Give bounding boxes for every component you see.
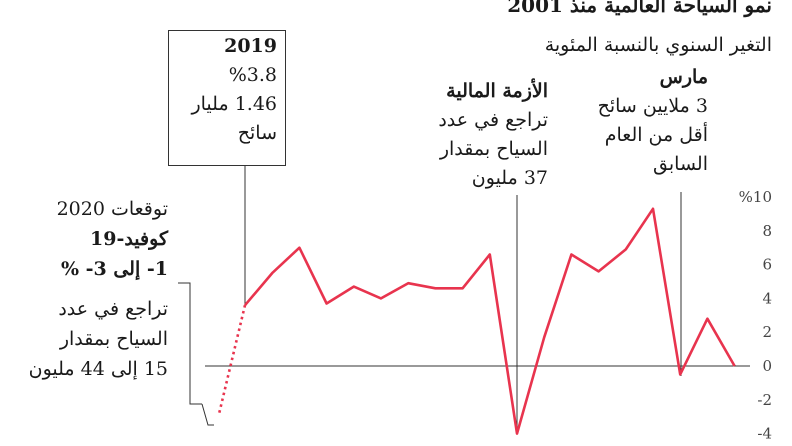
annotation-march-title: مارس — [659, 66, 708, 88]
forecast-bracket — [178, 282, 202, 405]
y-tick-label: 4 — [762, 289, 772, 307]
tourism-growth-line — [244, 207, 736, 435]
chart-subtitle: التغير السنوي بالنسبة المئوية — [544, 34, 772, 56]
annotation-box-2019: 2019 %3.8 1.46 مليار سائح — [168, 30, 286, 166]
annotation-march-line2: أقل من العام — [604, 124, 708, 146]
annotation-2019-line1: 1.46 مليار — [191, 93, 277, 115]
annotation-forecast-line3: 1- إلى 3- % — [60, 258, 168, 280]
y-tick-label: 2 — [762, 323, 772, 341]
annotation-crisis-line2: السياح بمقدار — [439, 138, 548, 160]
annotation-forecast-line4: تراجع في عدد — [58, 298, 168, 320]
annotation-forecast-line2: كوفيد-19 — [90, 228, 168, 250]
annotation-forecast-line1: توقعات 2020 — [56, 198, 168, 220]
annotation-crisis-line3: 37 مليون — [471, 167, 548, 189]
annotation-2019-pct: %3.8 — [228, 64, 277, 86]
y-tick-label: 0 — [762, 357, 772, 375]
forecast-bracket-tail — [201, 403, 214, 426]
annotation-crisis-line1: تراجع في عدد — [438, 109, 548, 131]
annotation-march-line1: 3 ملايين سائح — [597, 95, 708, 117]
y-tick-label: %10 — [739, 188, 772, 206]
annotation-2019-line2: سائح — [237, 122, 277, 144]
annotation-crisis-title: الأزمة المالية — [446, 80, 548, 102]
y-tick-label: -4 — [757, 425, 772, 443]
y-tick-label: -2 — [757, 391, 772, 409]
forecast-dotted-line — [217, 304, 247, 415]
annotation-2019-year: 2019 — [224, 35, 277, 57]
annotation-forecast-line5: السياح بمقدار — [59, 328, 168, 350]
annotation-forecast-line6: 15 إلى 44 مليون — [28, 358, 168, 380]
chart-title: نمو السياحة العالمية منذ 2001 — [507, 0, 772, 17]
y-tick-label: 8 — [762, 222, 772, 240]
y-tick-label: 6 — [762, 256, 772, 274]
annotation-march-line3: السابق — [653, 153, 708, 175]
